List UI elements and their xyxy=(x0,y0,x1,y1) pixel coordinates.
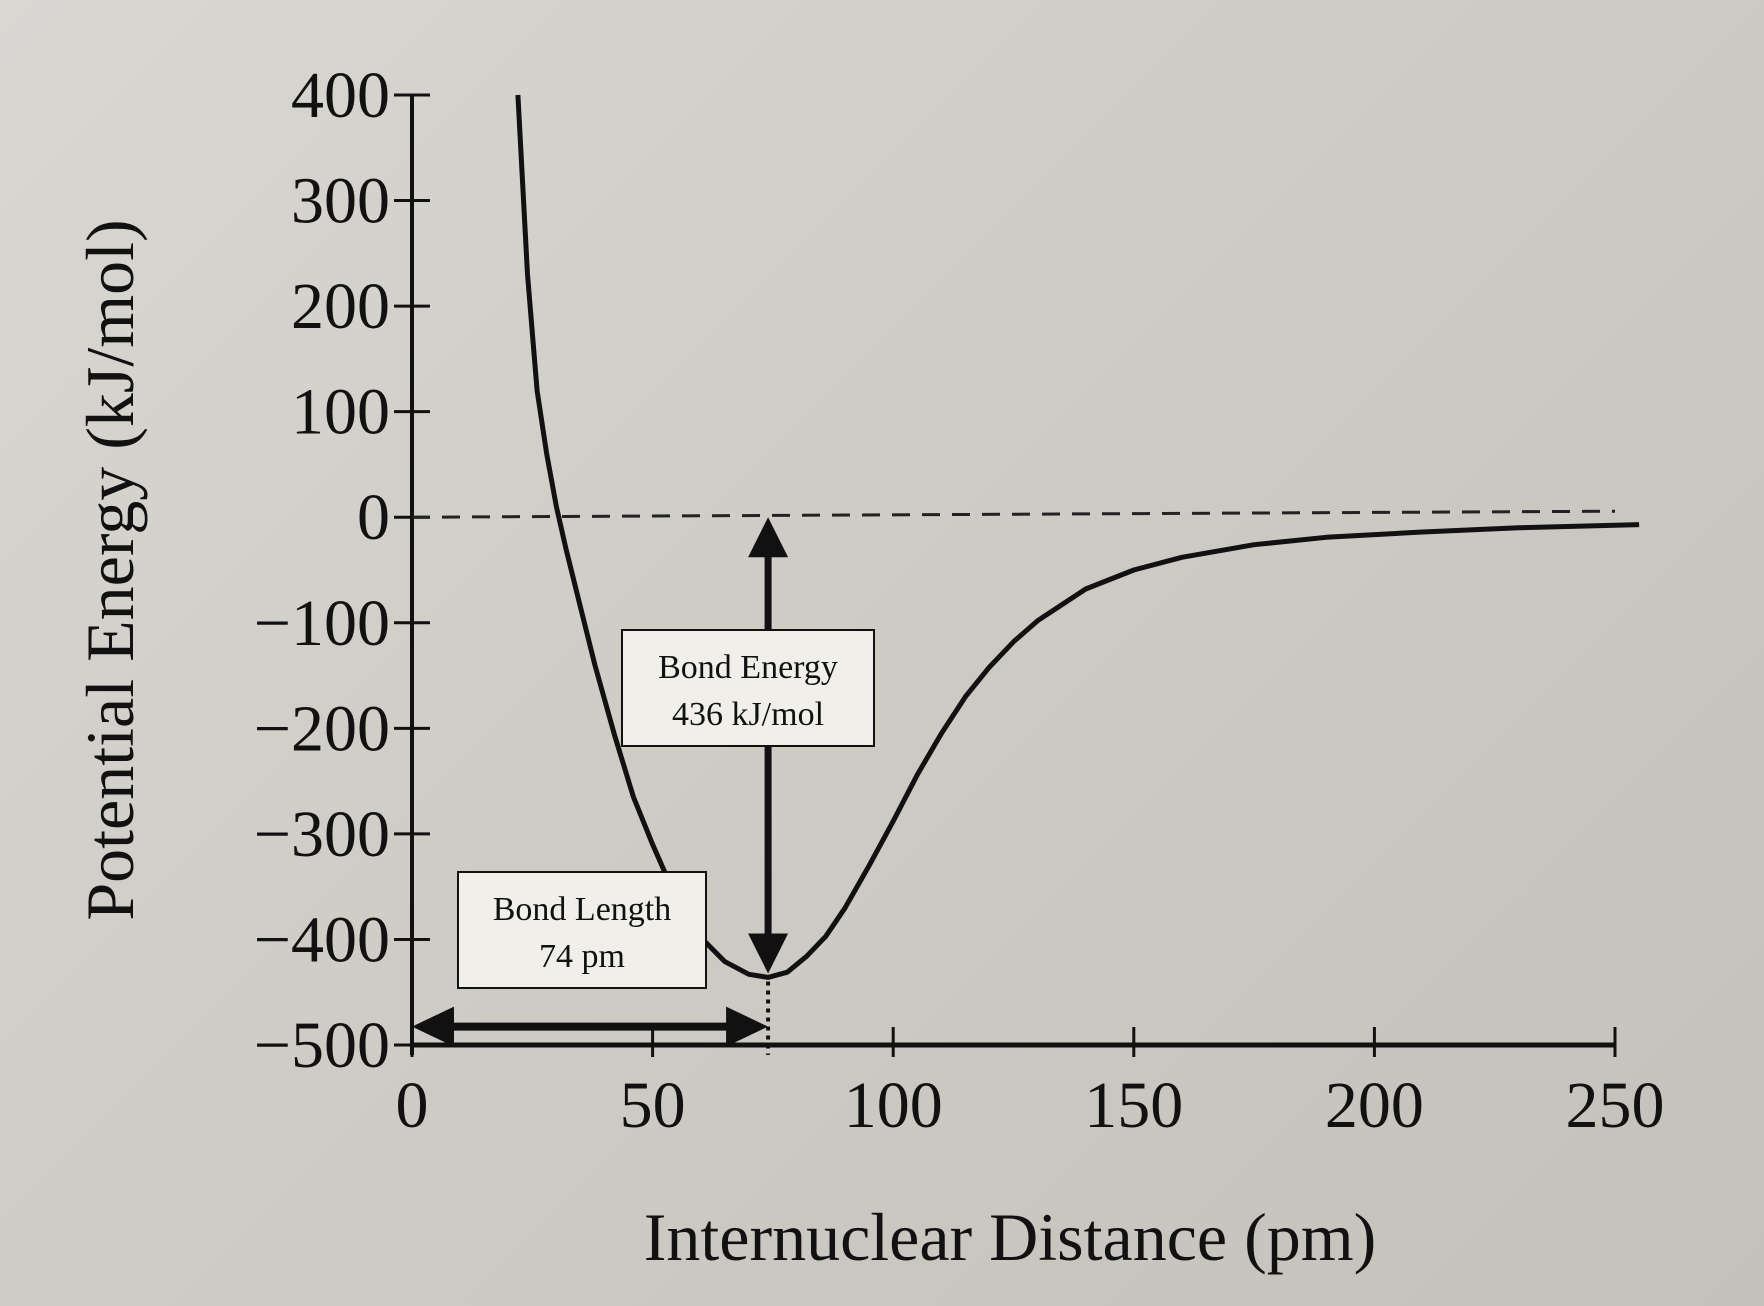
potential-energy-curve xyxy=(515,94,1640,980)
x-tick-label: 50 xyxy=(620,1069,686,1142)
bond-length-box xyxy=(457,871,707,989)
y-tick-label: 100 xyxy=(291,376,390,449)
y-tick-label: 200 xyxy=(291,270,390,343)
zero-reference-line xyxy=(411,509,1616,519)
x-tick-label: 0 xyxy=(396,1069,429,1142)
y-tick-label: −200 xyxy=(254,692,390,765)
y-tick-label: −500 xyxy=(254,1009,390,1082)
x-tick-label: 250 xyxy=(1566,1069,1665,1142)
series xyxy=(515,94,1640,980)
y-axis-title: Potential Energy (kJ/mol) xyxy=(72,219,148,920)
y-tick-label: −400 xyxy=(254,903,390,976)
bond-energy-arrowhead-up xyxy=(748,517,789,558)
bond-energy-label: Bond Energy xyxy=(658,649,838,686)
axes xyxy=(410,95,1615,1055)
bond-energy-box xyxy=(621,629,875,747)
y-tick-label: 0 xyxy=(357,481,390,554)
annotations: Bond Energy 436 kJ/mol Bond Length 74 pm xyxy=(412,517,875,1055)
bond-length-arrowhead-left xyxy=(412,1006,454,1047)
bond-energy-value: 436 kJ/mol xyxy=(672,696,824,733)
bond-energy-arrowhead-down xyxy=(748,933,789,974)
y-tick-label: 400 xyxy=(291,59,390,132)
bond-length-arrowhead-right xyxy=(726,1006,769,1047)
x-axis-title: Internuclear Distance (pm) xyxy=(644,1199,1377,1275)
x-tick-label: 200 xyxy=(1325,1069,1424,1142)
bond-length-value: 74 pm xyxy=(539,938,625,975)
y-tick-label: −300 xyxy=(254,798,390,871)
y-tick-label: 300 xyxy=(291,165,390,238)
bond-length-label: Bond Length xyxy=(493,891,671,928)
zero-dashed-line xyxy=(411,509,1616,519)
x-tick-label: 100 xyxy=(844,1069,943,1142)
x-tick-label: 150 xyxy=(1084,1069,1183,1142)
y-tick-label: −100 xyxy=(254,587,390,660)
